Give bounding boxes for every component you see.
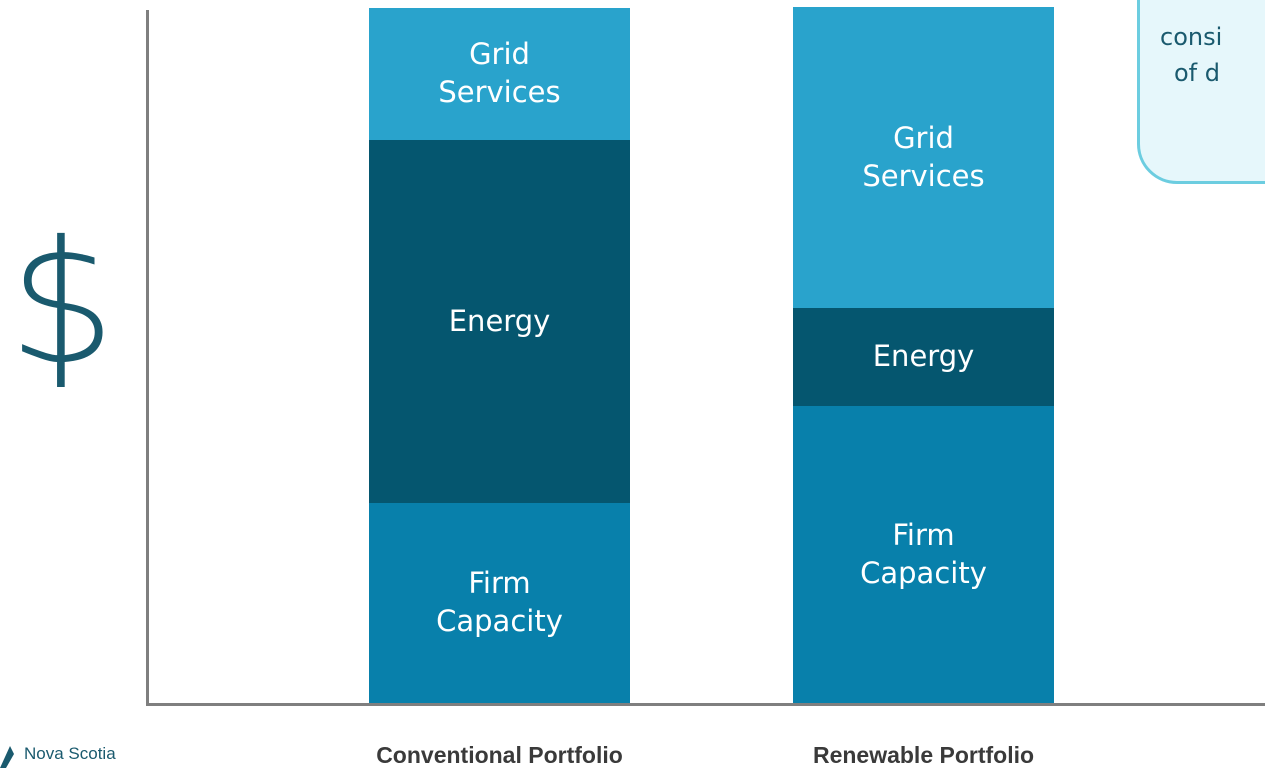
bar-segment: Firm Capacity <box>793 406 1054 703</box>
bar-segment: Grid Services <box>369 8 630 140</box>
segment-label: Firm Capacity <box>436 566 563 638</box>
segment-label: Grid Services <box>862 120 985 193</box>
x-tick-label: Conventional Portfolio <box>376 742 623 768</box>
y-axis-label: $ <box>8 205 117 403</box>
x-tick-label: Renewable Portfolio <box>812 742 1035 768</box>
x-axis <box>146 703 1265 706</box>
callout-line: of d <box>1174 59 1220 87</box>
segment-label: Firm Capacity <box>860 517 987 590</box>
segment-label: Energy <box>872 339 975 374</box>
callout-line: consi <box>1160 23 1223 51</box>
bar-segment: Energy <box>369 140 630 503</box>
logo-text: Nova Scotia <box>24 744 116 763</box>
bar-segment: Grid Services <box>793 7 1054 308</box>
callout-box: consi of d <box>1137 0 1265 184</box>
y-axis <box>146 10 149 706</box>
logo-icon <box>0 746 14 768</box>
segment-label: Grid Services <box>438 37 561 109</box>
bar-segment: Firm Capacity <box>369 503 630 703</box>
segment-label: Energy <box>448 303 551 338</box>
bar-segment: Energy <box>793 308 1054 406</box>
